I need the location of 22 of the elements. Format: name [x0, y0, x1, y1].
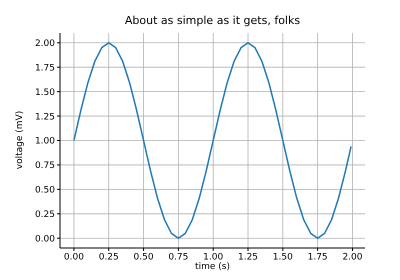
y-tick-label: 1.00 — [34, 136, 56, 147]
x-tick-label: 2.00 — [342, 252, 363, 262]
y-tick-label: 1.50 — [34, 88, 56, 98]
x-tick-label: 0.50 — [134, 252, 154, 262]
y-tick-label: 2.00 — [34, 38, 56, 49]
x-tick-label: 1.75 — [308, 252, 328, 262]
x-tick-label: 0.75 — [168, 252, 188, 262]
y-tick-label: 0.00 — [34, 234, 56, 244]
x-tick-label: 0.00 — [64, 252, 84, 262]
x-tick-label: 0.25 — [98, 252, 119, 262]
x-axis-title: time (s) — [194, 262, 231, 272]
y-tick-label: 1.25 — [34, 112, 55, 122]
line-series — [73, 42, 352, 239]
y-tick-label: 1.75 — [34, 63, 55, 74]
y-tick-label: 0.25 — [34, 210, 55, 220]
y-tick-label: 0.75 — [34, 161, 55, 172]
x-tick-label: 1.00 — [203, 252, 224, 262]
y-axis-title: voltage (mV) — [15, 110, 25, 170]
x-tick-label: 1.50 — [272, 252, 294, 262]
x-tick-label: 1.25 — [238, 252, 258, 262]
y-tick-label: 0.50 — [34, 186, 56, 196]
chart-title: About as simple as it gets, folks — [124, 14, 302, 27]
